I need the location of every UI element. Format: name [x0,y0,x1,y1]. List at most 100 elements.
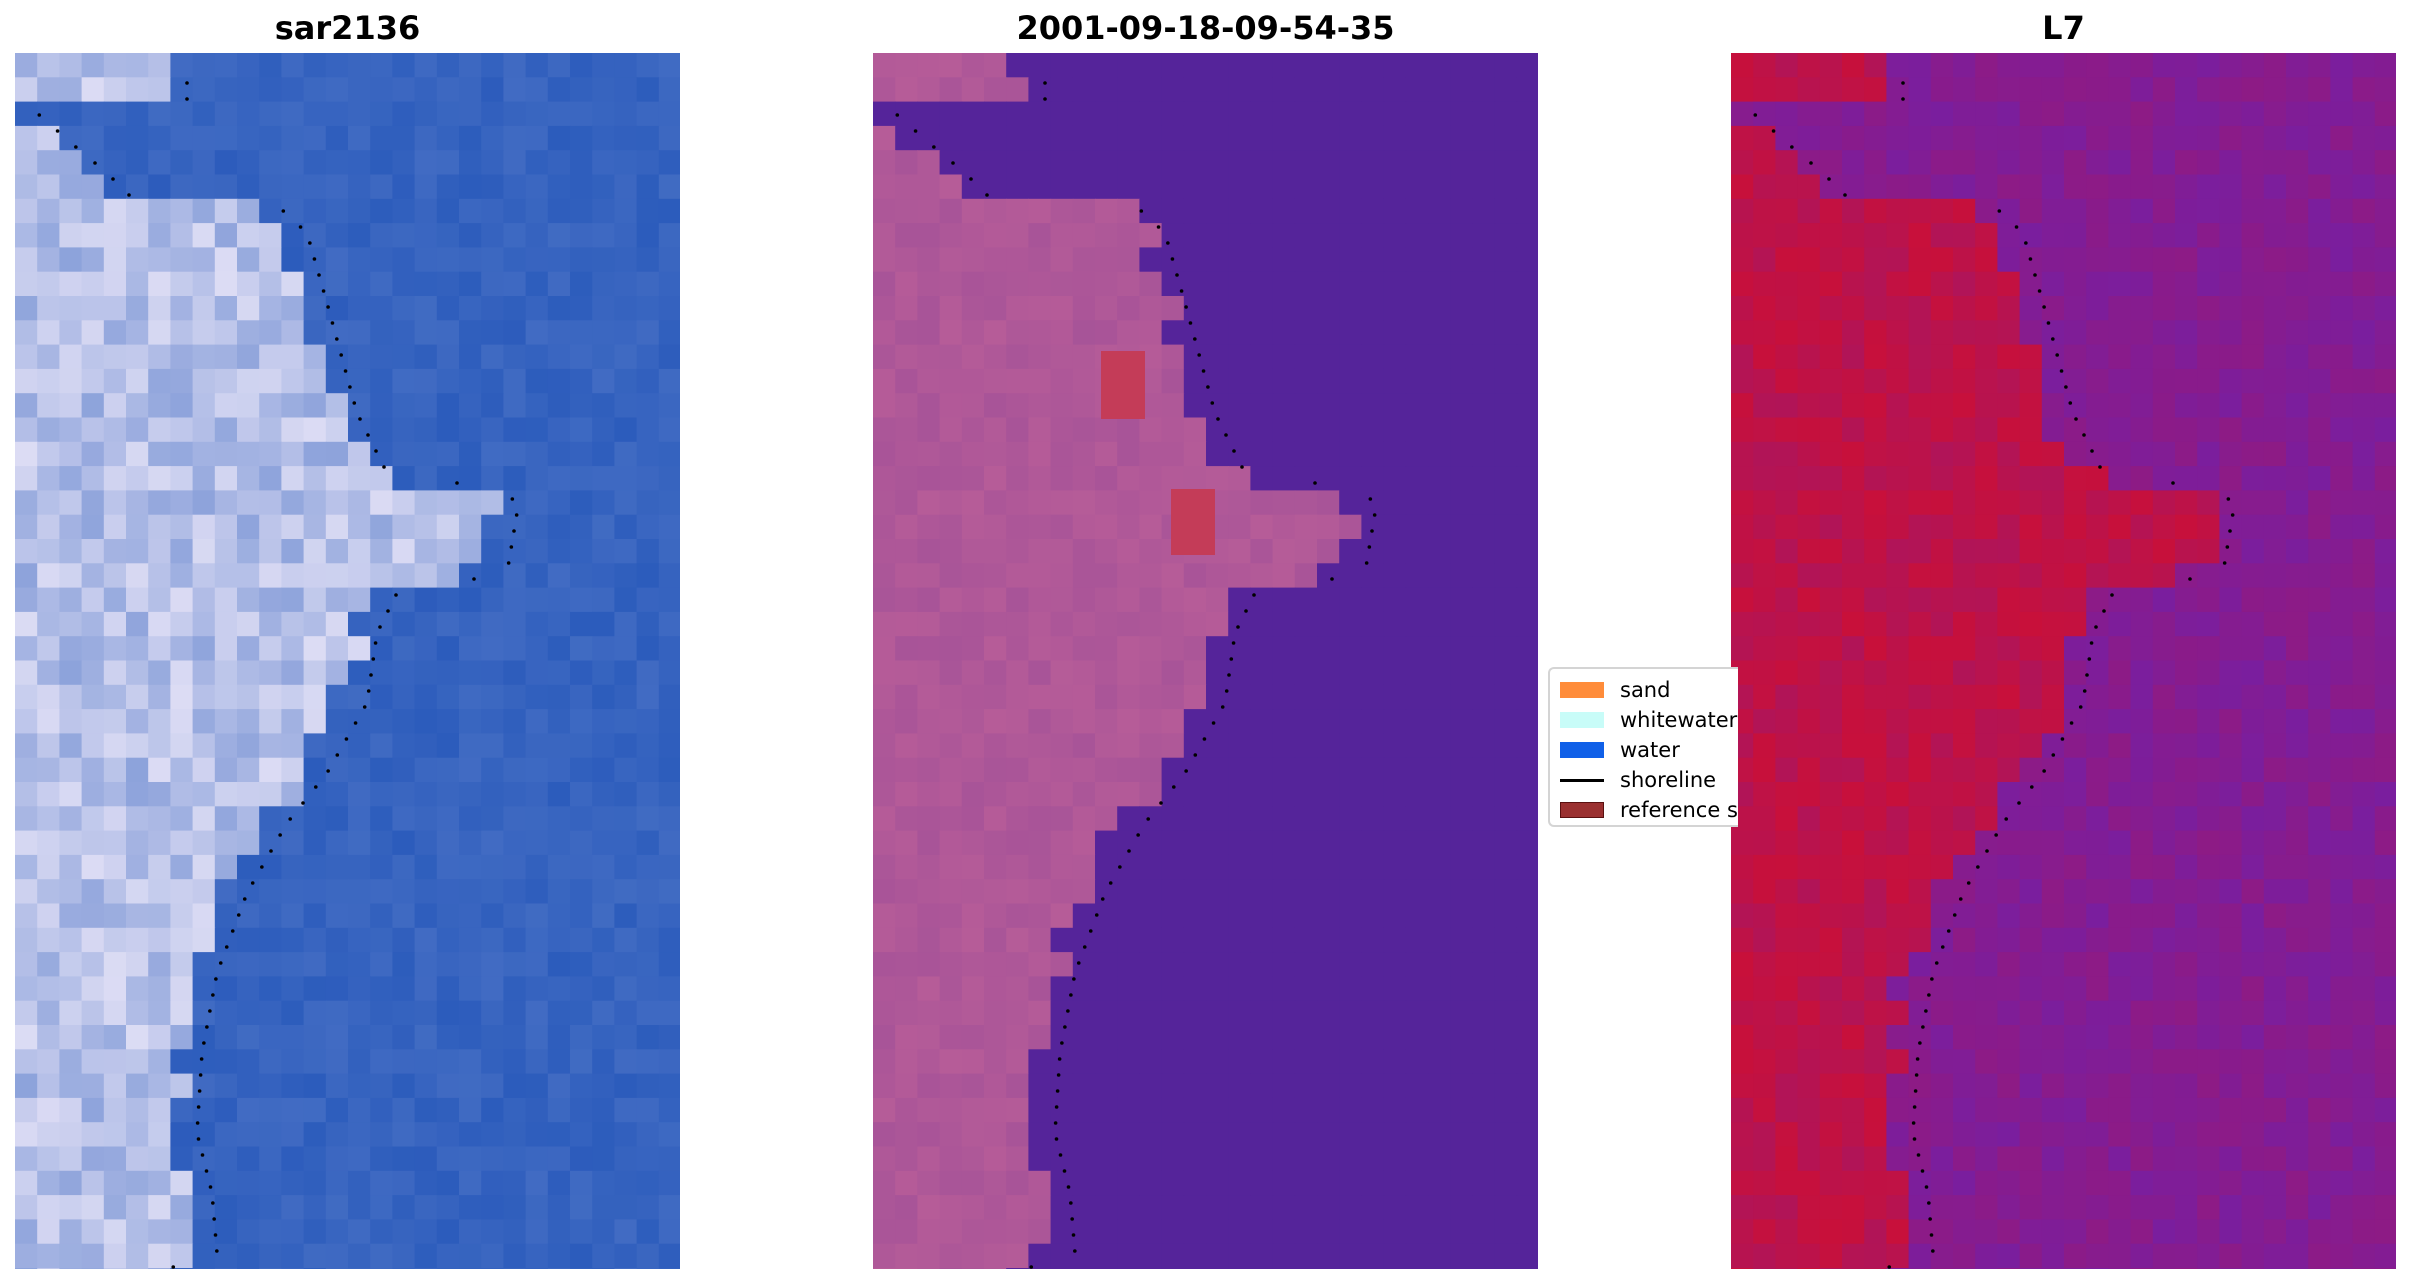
rgb-pixel [237,976,260,1002]
index-pixel [1753,879,1776,905]
classified-pixel [961,466,985,491]
rgb-pixel [614,247,638,273]
rgb-pixel [37,854,60,880]
index-pixel [1731,223,1754,248]
classified-pixel [1294,563,1318,589]
rgb-pixel [15,1243,38,1269]
index-pixel [1797,1243,1821,1269]
shoreline-dot [196,1105,201,1109]
index-pixel [2041,1097,2065,1123]
classified-pixel [984,223,1007,248]
classified-pixel [917,320,941,346]
index-pixel [1864,539,1887,564]
rgb-pixel [325,1243,349,1269]
classified-pixel [939,271,963,297]
classified-pixel [1250,782,1274,807]
index-pixel [1930,806,1954,832]
classified-pixel [1117,587,1140,613]
index-pixel [2308,709,2331,734]
classified-pixel [961,539,985,564]
classified-pixel [873,320,896,346]
index-pixel [2041,344,2065,370]
rgb-pixel [81,1000,105,1026]
shoreline-dot [2051,337,2055,341]
index-pixel [1886,782,1910,807]
classified-pixel [1339,223,1362,248]
classified-pixel [1139,53,1163,78]
index-pixel [1908,903,1932,929]
classified-pixel [961,77,985,103]
index-pixel [2241,1025,2265,1050]
rgb-pixel [658,125,680,151]
rgb-pixel [658,806,680,832]
rgb-pixel [237,1268,260,1269]
index-pixel [2330,1195,2354,1220]
rgb-pixel [592,854,615,880]
rgb-pixel [237,927,260,953]
index-pixel [2019,1195,2043,1220]
index-pixel [1775,1219,1799,1245]
rgb-pixel [525,1170,549,1196]
index-pixel [1842,125,1865,151]
classified-pixel [1494,854,1518,880]
index-pixel [2019,1122,2043,1148]
index-pixel [1953,296,1976,321]
classified-pixel [1139,514,1163,540]
rgb-pixel [481,636,504,662]
rgb-pixel [103,271,127,297]
classified-pixel [1383,854,1407,880]
index-pixel [2019,806,2043,832]
index-pixel [2197,830,2220,856]
classified-pixel [917,1268,941,1269]
classified-pixel [1516,1146,1538,1172]
classified-pixel [1361,611,1385,637]
rgb-pixel [459,441,482,467]
classified-pixel [1383,271,1407,297]
classified-pixel [1072,441,1096,467]
classified-pixel [1072,1049,1096,1075]
rgb-pixel [459,879,482,905]
rgb-pixel [436,684,460,710]
rgb-pixel [570,976,593,1002]
classified-pixel [939,539,963,564]
index-pixel [1797,490,1821,516]
rgb-pixel [414,879,438,905]
rgb-pixel [214,1049,238,1075]
rgb-pixel [570,77,593,103]
rgb-pixel [436,1195,460,1220]
rgb-pixel [126,927,149,953]
index-pixel [2019,927,2043,953]
index-pixel [2219,1195,2243,1220]
index-pixel [1797,393,1821,419]
index-pixel [1975,684,1998,710]
classified-pixel [895,53,918,78]
index-pixel [2263,660,2287,686]
index-pixel [1753,368,1776,394]
classified-pixel [1206,101,1229,127]
rgb-pixel [15,1268,38,1269]
classified-pixel [1139,296,1163,321]
rgb-pixel [214,77,238,103]
index-pixel [1753,466,1776,491]
classified-pixel [1339,1170,1362,1196]
shoreline-dot [260,865,264,869]
rgb-pixel [392,1097,416,1123]
index-pixel [1819,1170,1843,1196]
index-pixel [2064,344,2087,370]
classified-pixel [1250,441,1274,467]
classified-pixel [1450,660,1473,686]
rgb-pixel [237,77,260,103]
index-pixel [2152,976,2176,1002]
rgb-pixel [658,854,680,880]
index-pixel [2286,53,2309,78]
classified-pixel [873,757,896,783]
classified-pixel [1494,684,1518,710]
classified-pixel [1139,952,1163,977]
rgb-pixel [436,368,460,394]
classified-pixel [1516,927,1538,953]
classified-pixel [1050,344,1074,370]
classified-pixel [1450,223,1473,248]
classified-pixel [1206,296,1229,321]
classified-pixel [1250,1122,1274,1148]
index-pixel [2263,976,2287,1002]
